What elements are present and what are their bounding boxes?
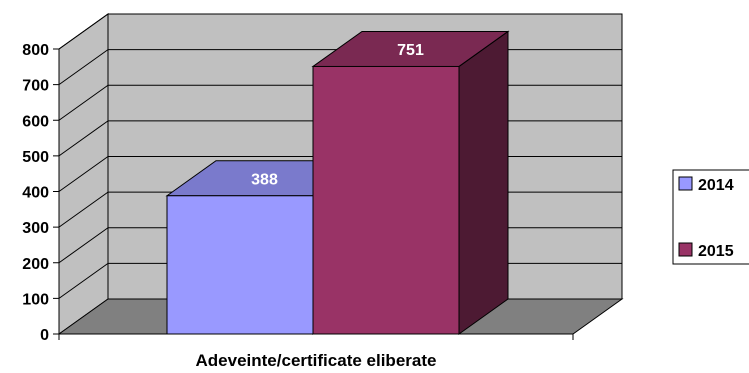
y-tick-label: 600	[22, 113, 49, 130]
legend-swatch-2015	[678, 242, 693, 257]
y-tick-label: 100	[22, 291, 49, 308]
y-tick-label: 200	[22, 256, 49, 273]
y-tick-label: 300	[22, 220, 49, 237]
bar-side	[458, 30, 509, 335]
bar-2015	[312, 65, 460, 335]
y-tick-label: 500	[22, 149, 49, 166]
gridline-side	[58, 120, 109, 157]
y-tick-label: 400	[22, 185, 49, 202]
gridline-side	[58, 262, 109, 299]
y-tick-label: 800	[22, 42, 49, 59]
gridline-side	[58, 227, 109, 264]
gridline-side	[58, 191, 109, 228]
data-label-2015: 751	[397, 42, 424, 59]
gridline-side	[58, 84, 109, 121]
legend-label-2014: 2014	[698, 177, 734, 194]
y-tick-label: 700	[22, 78, 49, 95]
data-label-2014: 388	[251, 171, 278, 188]
legend: 2014 2015	[672, 169, 749, 265]
gridline-side	[58, 49, 109, 86]
gridline-side	[58, 156, 109, 192]
data-labels: 388 751	[251, 42, 424, 188]
y-axis: 0 100 200 300 400 500 600 700 800	[22, 42, 574, 344]
legend-swatch-2014	[678, 176, 693, 191]
bar-2014	[166, 195, 314, 335]
legend-label-2015: 2015	[698, 243, 734, 260]
bars	[165, 30, 510, 335]
category-label: Adeveinte/certificate eliberate	[196, 351, 437, 370]
gridline-side	[58, 13, 109, 50]
y-tick-label: 0	[40, 327, 49, 344]
